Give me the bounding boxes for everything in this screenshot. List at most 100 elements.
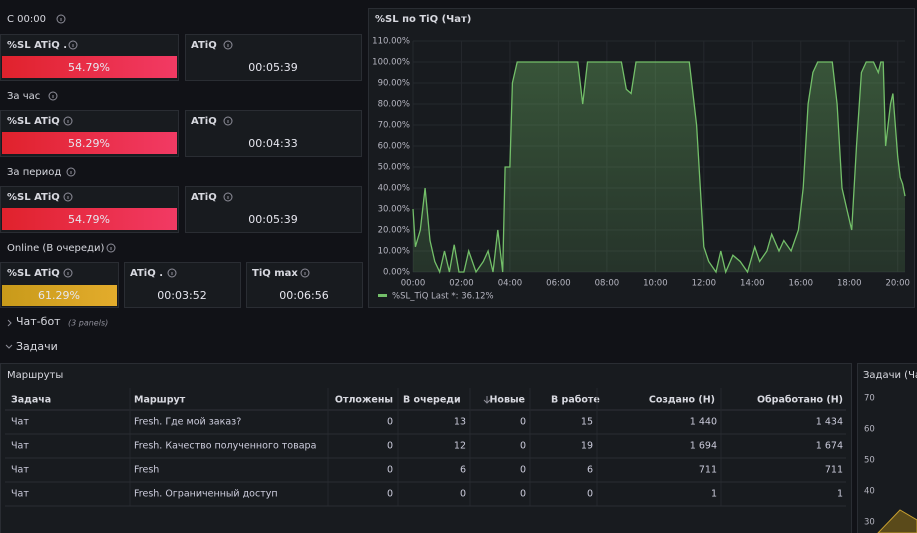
row-title[interactable]: Задачи: [16, 340, 58, 353]
table-cell: 0: [587, 489, 593, 500]
y-tick-label: 10.00%: [378, 247, 410, 257]
table-panel: [0, 363, 852, 533]
section-title: С 00:00: [7, 14, 46, 25]
series-line: [412, 61, 906, 275]
y-tick-label: 30.00%: [378, 205, 410, 215]
table-cell: Чат: [11, 417, 29, 428]
table-cell: 6: [460, 465, 466, 476]
table: Задача Маршрут Отложены В очереди Новые В раб…: [5, 388, 846, 507]
table-cell: 711: [699, 465, 717, 476]
table-cell: 6: [587, 465, 593, 476]
y-tick-label: 70.00%: [378, 121, 410, 131]
table-cell: 711: [825, 465, 843, 476]
legend-label: %SL_TiQ: [392, 292, 429, 302]
info-icon: [223, 116, 233, 126]
x-tick-label: 12:00: [692, 279, 717, 289]
info-icon: [68, 40, 78, 50]
collapse-chevron[interactable]: [5, 344, 13, 349]
table-cell: 0: [520, 465, 526, 476]
table-header: Создано (Н): [649, 395, 715, 406]
y-tick-label: 90.00%: [378, 79, 410, 89]
section-title: За период: [7, 167, 61, 178]
row-title[interactable]: Чат-бот: [16, 315, 61, 328]
stat-value: 54.79%: [68, 213, 110, 226]
chart-title: %SL по TiQ (Чат): [375, 14, 471, 25]
table-header: Обработано (Н): [757, 395, 843, 406]
y-tick-label: 50: [864, 456, 875, 466]
y-tick-label: 80.00%: [378, 100, 410, 110]
stat-panel: [185, 34, 362, 81]
panel-title: ATiQ: [191, 192, 217, 203]
x-tick-label: 20:00: [885, 279, 910, 289]
row-note: (3 panels): [68, 319, 108, 328]
table-cell: 0: [387, 465, 393, 476]
info-icon: [48, 91, 58, 101]
table-cell: Fresh. Качество полученного товара: [134, 441, 316, 452]
stat-value: 00:06:56: [279, 289, 328, 302]
y-tick-label: 100.00%: [372, 58, 410, 68]
y-tick-label: 70: [864, 394, 875, 404]
info-icon: [106, 243, 116, 253]
x-tick-label: 18:00: [837, 279, 862, 289]
table-cell: 0: [520, 441, 526, 452]
table-cell: 1 674: [816, 441, 843, 452]
info-icon: [56, 14, 66, 24]
panel-title: %SL ATiQ .: [7, 40, 67, 51]
stat-panel: [124, 262, 241, 308]
x-tick-label: 14:00: [740, 279, 765, 289]
panel-title: %SL ATiQ: [7, 268, 60, 279]
table-cell: 15: [581, 417, 593, 428]
info-icon: [167, 268, 177, 278]
stat-panel: [185, 110, 362, 157]
table-cell: 0: [387, 489, 393, 500]
table-cell: 1: [837, 489, 843, 500]
table-cell: Fresh: [134, 465, 159, 476]
table-cell: 1: [711, 489, 717, 500]
table-header: В очереди: [403, 395, 461, 406]
y-tick-label: 30: [864, 518, 875, 528]
info-icon: [63, 268, 73, 278]
table-header: Новые: [489, 395, 525, 406]
legend-stat: Last *: 36.12%: [431, 292, 494, 302]
table-cell: Fresh. Ограниченный доступ: [134, 489, 278, 500]
info-icon: [300, 268, 310, 278]
table-cell: 0: [387, 441, 393, 452]
info-icon: [63, 192, 73, 202]
y-tick-label: 0.00%: [383, 268, 410, 278]
stat-value: 61.29%: [38, 289, 80, 302]
stat-value: 58.29%: [68, 137, 110, 150]
y-tick-label: 40: [864, 487, 875, 497]
section-title: Online (В очереди): [7, 243, 104, 254]
stat-bar: [2, 56, 177, 78]
table-cell: Чат: [11, 465, 29, 476]
table-header: В работе: [551, 395, 600, 406]
stat-value: 00:05:39: [248, 61, 297, 74]
stat-bar: [2, 208, 177, 230]
sort-arrow[interactable]: [483, 396, 491, 404]
table-cell: Fresh. Где мой заказ?: [134, 417, 241, 428]
panel-title: Маршруты: [7, 370, 63, 381]
y-tick-label: 40.00%: [378, 184, 410, 194]
y-tick-label: 50.00%: [378, 163, 410, 173]
table-header: Маршрут: [134, 395, 186, 406]
panel-title: TiQ max: [252, 268, 298, 279]
x-tick-label: 10:00: [643, 279, 668, 289]
section-title: За час: [7, 91, 40, 102]
info-icon: [66, 167, 76, 177]
stat-panel: [185, 186, 362, 233]
expand-chevron[interactable]: [7, 319, 12, 327]
x-tick-label: 08:00: [595, 279, 620, 289]
x-tick-label: 02:00: [449, 279, 474, 289]
y-tick-label: 60: [864, 425, 875, 435]
panel-title: ATiQ: [191, 40, 217, 51]
x-tick-label: 00:00: [401, 279, 426, 289]
x-tick-label: 16:00: [789, 279, 814, 289]
info-icon: [223, 40, 233, 50]
area-fill: [413, 62, 905, 272]
side-chart: Задачи (Чат 70 60 50 40 30: [863, 370, 917, 533]
stat-value: 00:03:52: [157, 289, 206, 302]
table-cell: 1 434: [816, 417, 843, 428]
info-icon: [63, 116, 73, 126]
table-header: Задача: [11, 395, 51, 406]
